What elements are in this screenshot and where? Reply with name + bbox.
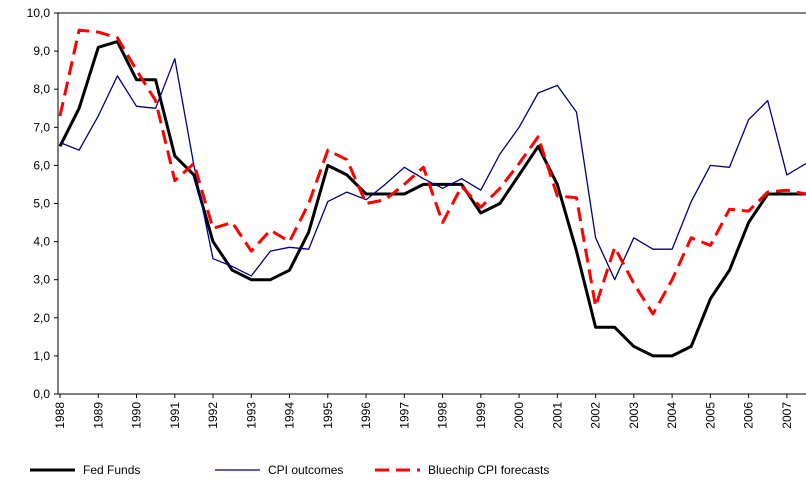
legend-label: Fed Funds xyxy=(83,463,140,477)
y-tick-label: 2,0 xyxy=(33,311,50,325)
x-tick-label: 1988 xyxy=(53,402,67,429)
y-tick-label: 3,0 xyxy=(33,273,50,287)
x-tick-label: 2004 xyxy=(665,402,679,429)
y-tick-label: 8,0 xyxy=(33,82,50,96)
legend-label: CPI outcomes xyxy=(268,463,343,477)
legend-label: Bluechip CPI forecasts xyxy=(428,463,549,477)
y-tick-label: 6,0 xyxy=(33,158,50,172)
x-tick-label: 1997 xyxy=(397,402,411,429)
y-tick-label: 7,0 xyxy=(33,120,50,134)
x-tick-label: 1991 xyxy=(168,402,182,429)
y-tick-label: 1,0 xyxy=(33,349,50,363)
x-tick-label: 2003 xyxy=(627,402,641,429)
x-tick-label: 1995 xyxy=(321,402,335,429)
x-tick-label: 1990 xyxy=(130,402,144,429)
y-tick-label: 4,0 xyxy=(33,235,50,249)
x-tick-label: 1993 xyxy=(244,402,258,429)
x-tick-label: 1998 xyxy=(436,402,450,429)
x-tick-label: 1994 xyxy=(283,402,297,429)
x-tick-label: 2000 xyxy=(512,402,526,429)
x-tick-label: 2001 xyxy=(550,402,564,429)
series-line xyxy=(59,58,806,281)
x-tick-label: 2005 xyxy=(703,402,717,429)
x-tick-label: 2006 xyxy=(742,402,756,429)
x-tick-label: 2002 xyxy=(589,402,603,429)
x-tick-label: 1989 xyxy=(91,402,105,429)
series-line xyxy=(58,28,806,316)
y-tick-label: 9,0 xyxy=(33,44,50,58)
y-tick-label: 10,0 xyxy=(27,6,51,20)
x-tick-label: 2007 xyxy=(780,402,794,429)
x-tick-label: 1992 xyxy=(206,402,220,429)
y-tick-label: 5,0 xyxy=(33,197,50,211)
series-line xyxy=(58,40,806,358)
x-tick-label: 1999 xyxy=(474,402,488,429)
y-tick-label: 0,0 xyxy=(33,387,50,401)
x-tick-label: 1996 xyxy=(359,402,373,429)
